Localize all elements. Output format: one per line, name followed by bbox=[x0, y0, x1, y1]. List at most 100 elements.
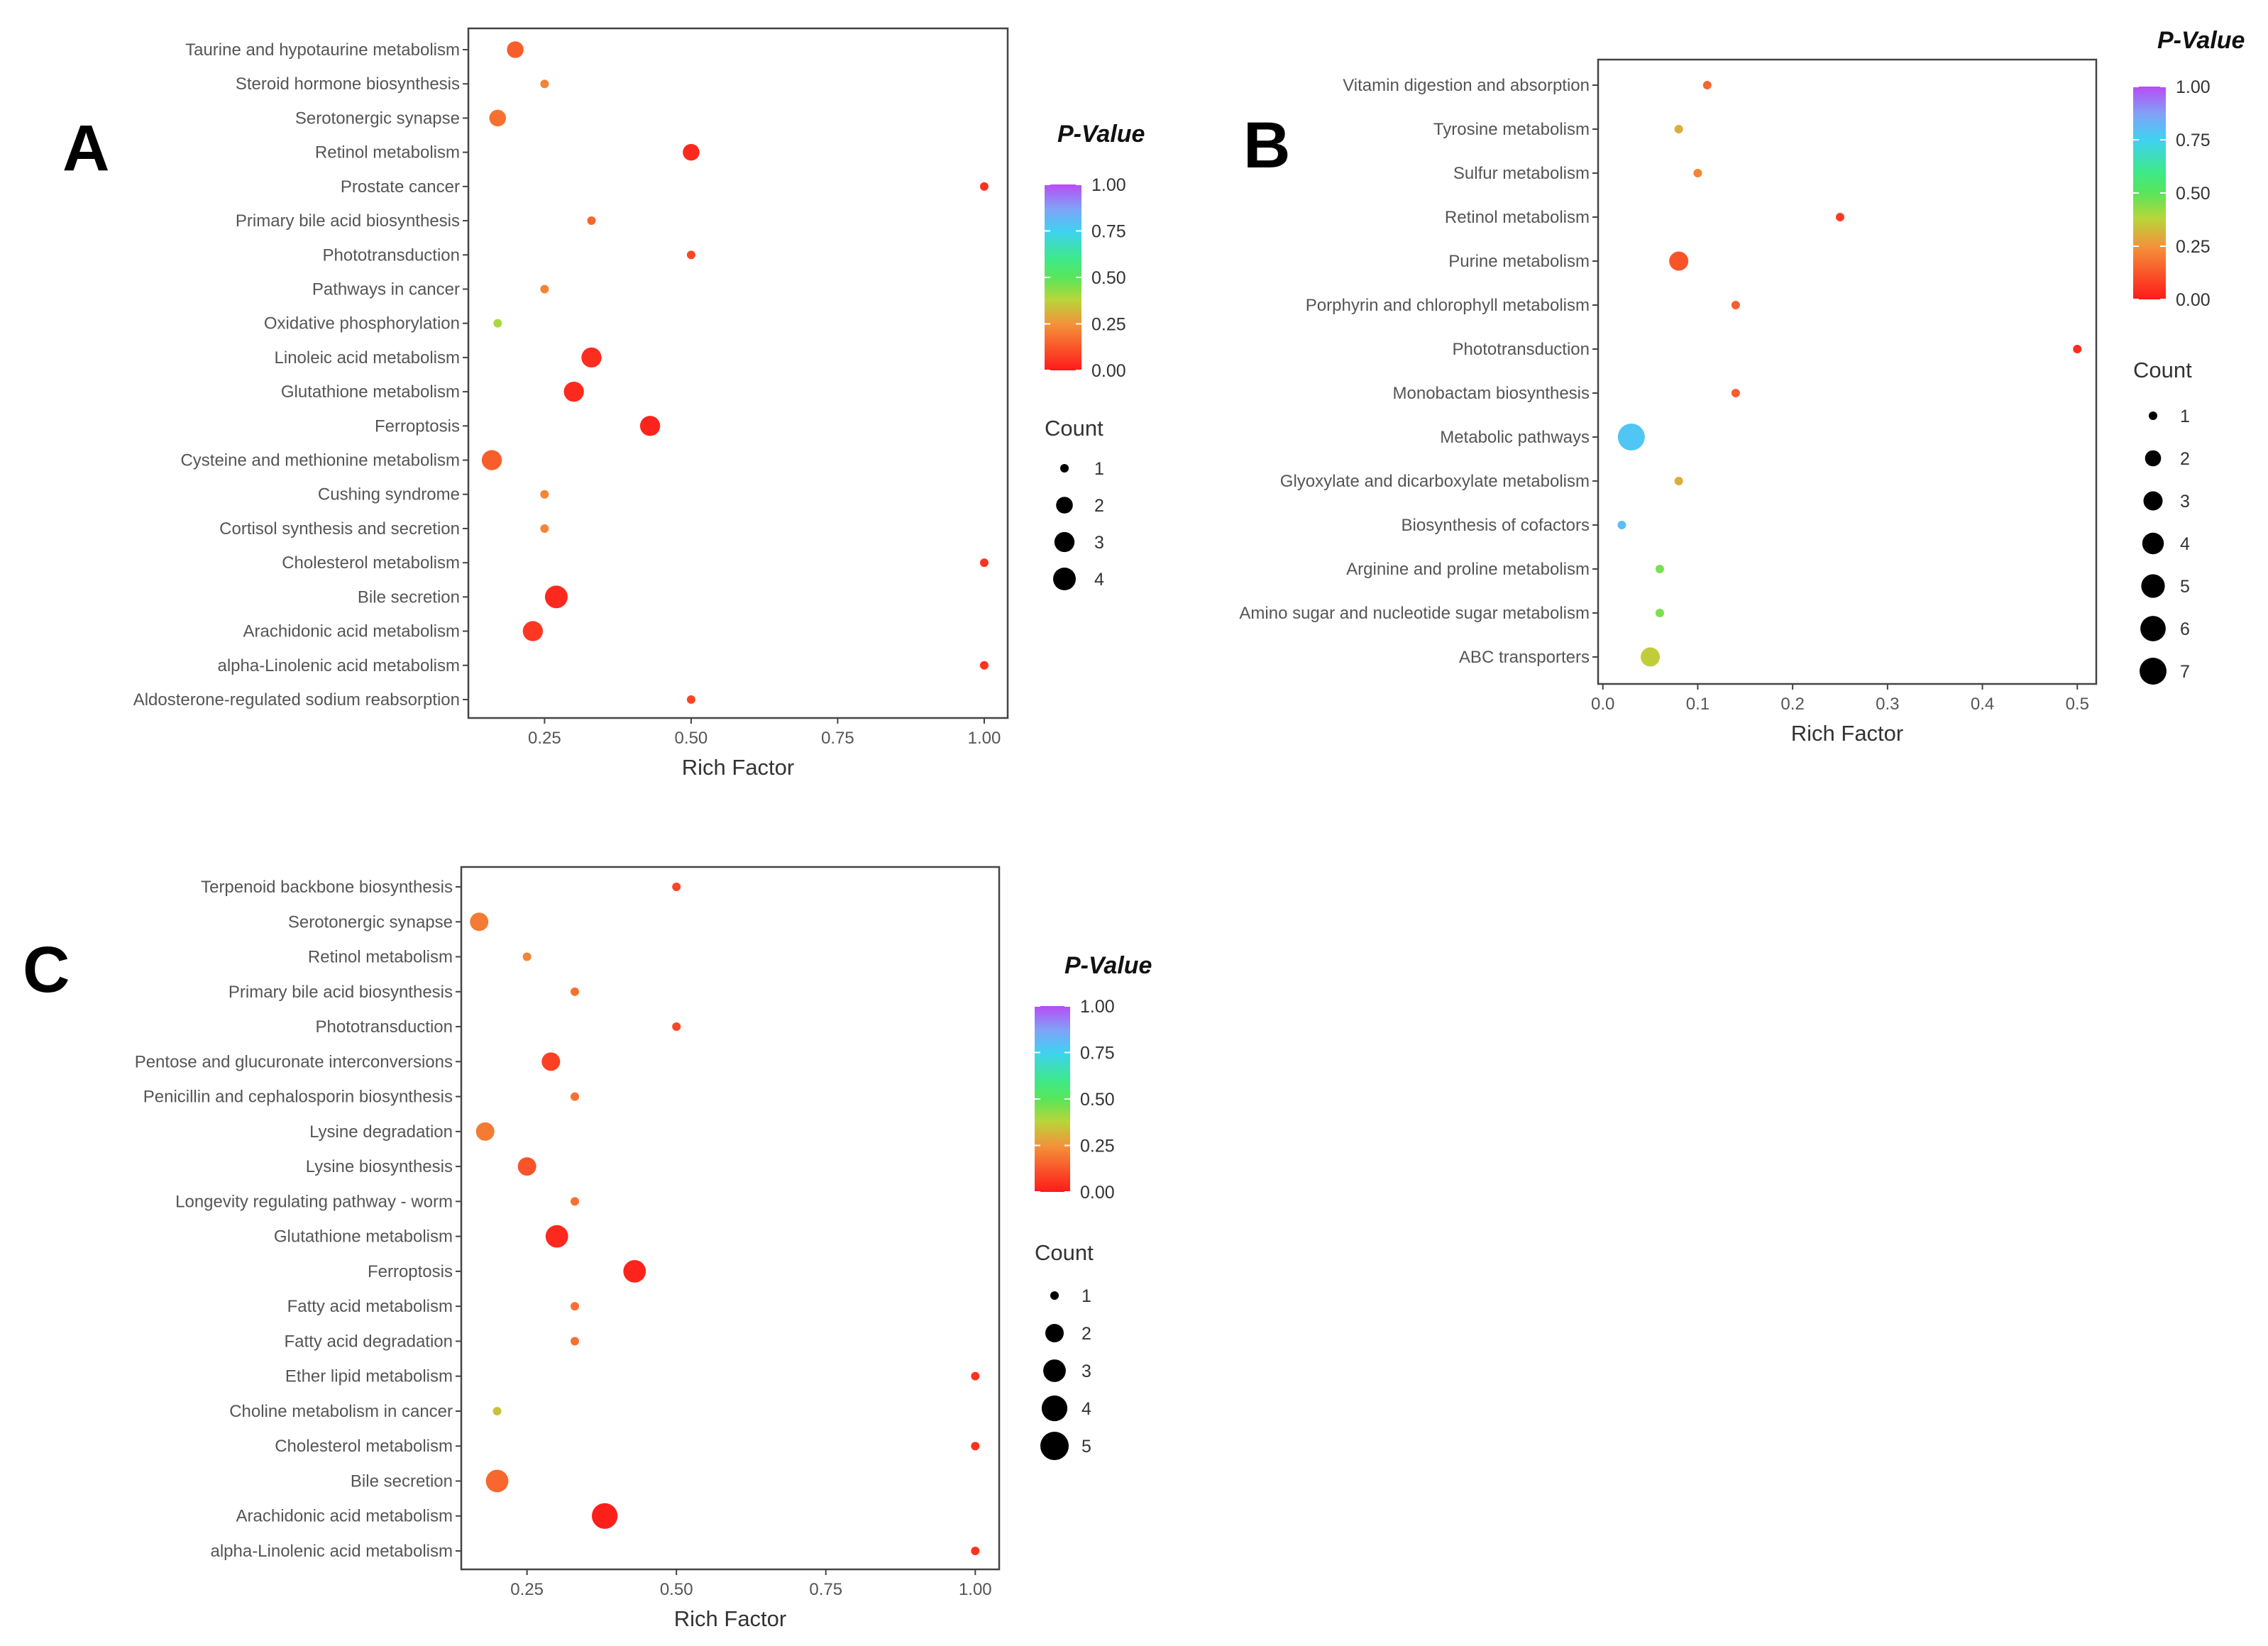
y-tick-label: Biosynthesis of cofactors bbox=[1402, 516, 1590, 535]
panel-b: B Vitamin digestion and absorption Tyrosin… bbox=[1239, 27, 2245, 746]
colorbar-tick-label: 0.75 bbox=[1091, 222, 1126, 242]
data-point bbox=[571, 987, 580, 996]
y-tick-label: Retinol metabolism bbox=[1445, 208, 1590, 227]
data-point bbox=[517, 1157, 536, 1176]
x-tick-label: 1.00 bbox=[959, 1580, 992, 1599]
y-tick-label: Cholesterol metabolism bbox=[275, 1437, 453, 1456]
y-tick-label: Ether lipid metabolism bbox=[285, 1367, 453, 1386]
y-tick-label: Cysteine and methionine metabolism bbox=[180, 451, 460, 470]
data-point bbox=[979, 182, 989, 191]
colorbar-tick-label: 0.25 bbox=[2176, 237, 2211, 257]
plot-frame bbox=[1597, 58, 2098, 685]
pvalue-legend-title: P-Value bbox=[2157, 27, 2245, 54]
data-point bbox=[540, 79, 549, 89]
count-legend-dot bbox=[2142, 532, 2164, 555]
y-tick-label: Ferroptosis bbox=[375, 416, 460, 436]
data-point bbox=[1731, 389, 1740, 397]
y-tick-label: Primary bile acid biosynthesis bbox=[229, 983, 453, 1002]
count-legend-label: 1 bbox=[1094, 459, 1104, 479]
colorbar-tick-label: 1.00 bbox=[1091, 175, 1126, 195]
data-point bbox=[1617, 521, 1626, 529]
y-tick-label: Sulfur metabolism bbox=[1453, 164, 1590, 183]
data-point bbox=[639, 416, 661, 436]
count-legend-label: 5 bbox=[2180, 577, 2190, 597]
colorbar-tick-label: 0.50 bbox=[2176, 184, 2211, 204]
data-point bbox=[971, 1442, 980, 1451]
y-tick-label: Fatty acid degradation bbox=[285, 1332, 453, 1351]
y-tick-label: Serotonergic synapse bbox=[295, 109, 460, 128]
colorbar-tick-label: 0.50 bbox=[1080, 1090, 1115, 1110]
y-tick-label: Serotonergic synapse bbox=[288, 912, 453, 932]
data-point bbox=[592, 1503, 618, 1529]
count-legend-title: Count bbox=[2133, 358, 2192, 382]
data-point bbox=[672, 883, 681, 891]
data-point bbox=[563, 381, 584, 402]
colorbar-tick-label: 1.00 bbox=[1080, 997, 1115, 1017]
count-legend-label: 3 bbox=[2180, 492, 2190, 512]
data-point bbox=[683, 143, 700, 161]
data-point bbox=[489, 109, 507, 127]
colorbar-tick-label: 0.50 bbox=[1091, 268, 1126, 288]
count-legend-dot bbox=[2145, 450, 2162, 467]
y-tick-label: Tyrosine metabolism bbox=[1433, 120, 1590, 139]
y-tick-label: Choline metabolism in cancer bbox=[229, 1402, 453, 1421]
x-tick-label: 0.2 bbox=[1780, 695, 1804, 714]
y-tick-label: Steroid hormone biosynthesis bbox=[236, 74, 460, 94]
panel-letter: C bbox=[23, 934, 70, 1006]
plot-frame bbox=[467, 27, 1009, 719]
data-point bbox=[979, 661, 989, 670]
y-tick-label: ABC transporters bbox=[1459, 648, 1590, 667]
y-tick-label: Cushing syndrome bbox=[318, 485, 460, 504]
y-tick-label: Purine metabolism bbox=[1448, 252, 1590, 271]
colorbar-tick-label: 0.25 bbox=[1091, 315, 1126, 335]
count-legend-dot bbox=[1054, 531, 1075, 553]
data-point bbox=[571, 1197, 580, 1206]
data-point bbox=[507, 41, 524, 58]
y-tick-label: Pentose and glucuronate interconversions bbox=[135, 1052, 453, 1071]
y-tick-label: Bile secretion bbox=[358, 587, 460, 607]
count-legend-dot bbox=[1041, 1395, 1068, 1422]
count-legend-title: Count bbox=[1035, 1240, 1094, 1265]
count-legend-dot bbox=[2140, 658, 2167, 685]
y-tick-label: Lysine biosynthesis bbox=[306, 1157, 453, 1176]
y-tick-label: Cholesterol metabolism bbox=[282, 553, 460, 573]
count-legend-label: 4 bbox=[1094, 570, 1104, 590]
y-tick-label: Glutathione metabolism bbox=[274, 1227, 453, 1247]
count-legend-label: 3 bbox=[1094, 533, 1104, 553]
x-tick-label: 0.25 bbox=[510, 1580, 544, 1599]
data-point bbox=[481, 450, 502, 470]
y-tick-label: Penicillin and cephalosporin biosynthesi… bbox=[143, 1088, 453, 1107]
y-tick-label: Porphyrin and chlorophyll metabolism bbox=[1306, 296, 1590, 315]
data-point bbox=[545, 1225, 568, 1248]
data-point bbox=[540, 285, 549, 294]
y-tick-label: Glyoxylate and dicarboxylate metabolism bbox=[1280, 472, 1590, 491]
data-point bbox=[1641, 647, 1661, 667]
x-tick-label: 1.00 bbox=[968, 729, 1001, 748]
y-tick-label: Phototransduction bbox=[1453, 340, 1590, 359]
data-point bbox=[492, 1406, 502, 1415]
data-point bbox=[672, 1022, 681, 1032]
count-legend-label: 1 bbox=[2180, 407, 2190, 426]
panel-c: C Terpenoid backbone biosynthesis Serotone… bbox=[23, 866, 1152, 1631]
y-tick-label: Oxidative phosphorylation bbox=[264, 314, 460, 333]
count-legend-label: 3 bbox=[1081, 1361, 1091, 1381]
data-point bbox=[1835, 213, 1844, 221]
y-tick-label: Vitamin digestion and absorption bbox=[1343, 76, 1590, 95]
data-point bbox=[1617, 424, 1645, 451]
count-legend-label: 4 bbox=[2180, 534, 2190, 554]
data-point bbox=[541, 1052, 561, 1071]
data-point bbox=[540, 490, 549, 499]
data-point bbox=[470, 912, 489, 932]
y-tick-label: Retinol metabolism bbox=[308, 948, 453, 967]
count-legend-dot bbox=[1053, 568, 1076, 590]
colorbar-tick-label: 0.25 bbox=[1080, 1137, 1115, 1156]
pvalue-colorbar bbox=[1035, 1006, 1070, 1192]
y-tick-label: Amino sugar and nucleotide sugar metabol… bbox=[1239, 604, 1590, 623]
x-tick-label: 0.4 bbox=[1971, 695, 1994, 714]
data-point bbox=[686, 695, 695, 704]
count-legend-title: Count bbox=[1045, 416, 1103, 441]
count-legend-dot bbox=[2149, 412, 2157, 420]
data-point bbox=[522, 952, 532, 961]
data-point bbox=[571, 1337, 580, 1346]
colorbar-tick-label: 1.00 bbox=[2176, 77, 2211, 97]
